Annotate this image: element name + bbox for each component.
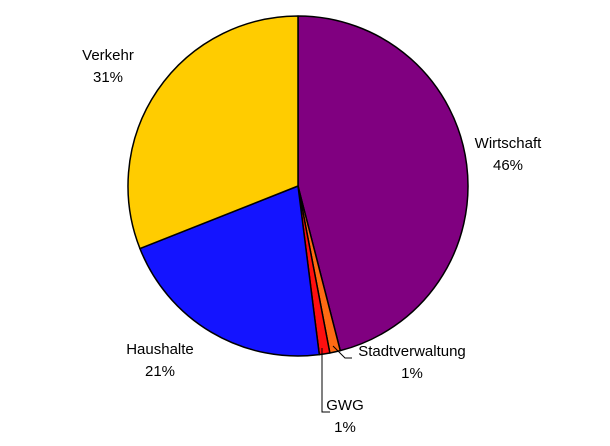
slice-label-gwg: GWG	[326, 397, 364, 414]
slice-label-wirtschaft: Wirtschaft	[475, 135, 543, 152]
pie-slices	[127, 15, 469, 357]
slice-label-haushalte: Haushalte	[126, 341, 194, 358]
slice-label-stadtverwaltung: Stadtverwaltung	[358, 343, 466, 360]
leader-lines	[321, 345, 352, 413]
leader-line-stadtverwaltung	[332, 345, 352, 359]
slice-percent-wirtschaft: 46%	[493, 157, 523, 174]
leader-line-gwg	[321, 348, 330, 413]
slice-percent-verkehr: 31%	[93, 69, 123, 86]
pie-slice-wirtschaft	[297, 15, 469, 352]
slice-percent-haushalte: 21%	[145, 363, 175, 380]
pie-slice-verkehr	[127, 15, 299, 250]
slice-percent-stadtverwaltung: 1%	[401, 365, 423, 382]
pie-slice-haushalte	[139, 185, 321, 357]
slice-label-verkehr: Verkehr	[82, 47, 134, 64]
slice-labels: Wirtschaft 46% Stadtverwaltung 1% GWG 1% Haush…	[82, 47, 542, 436]
slice-percent-gwg: 1%	[334, 419, 356, 436]
